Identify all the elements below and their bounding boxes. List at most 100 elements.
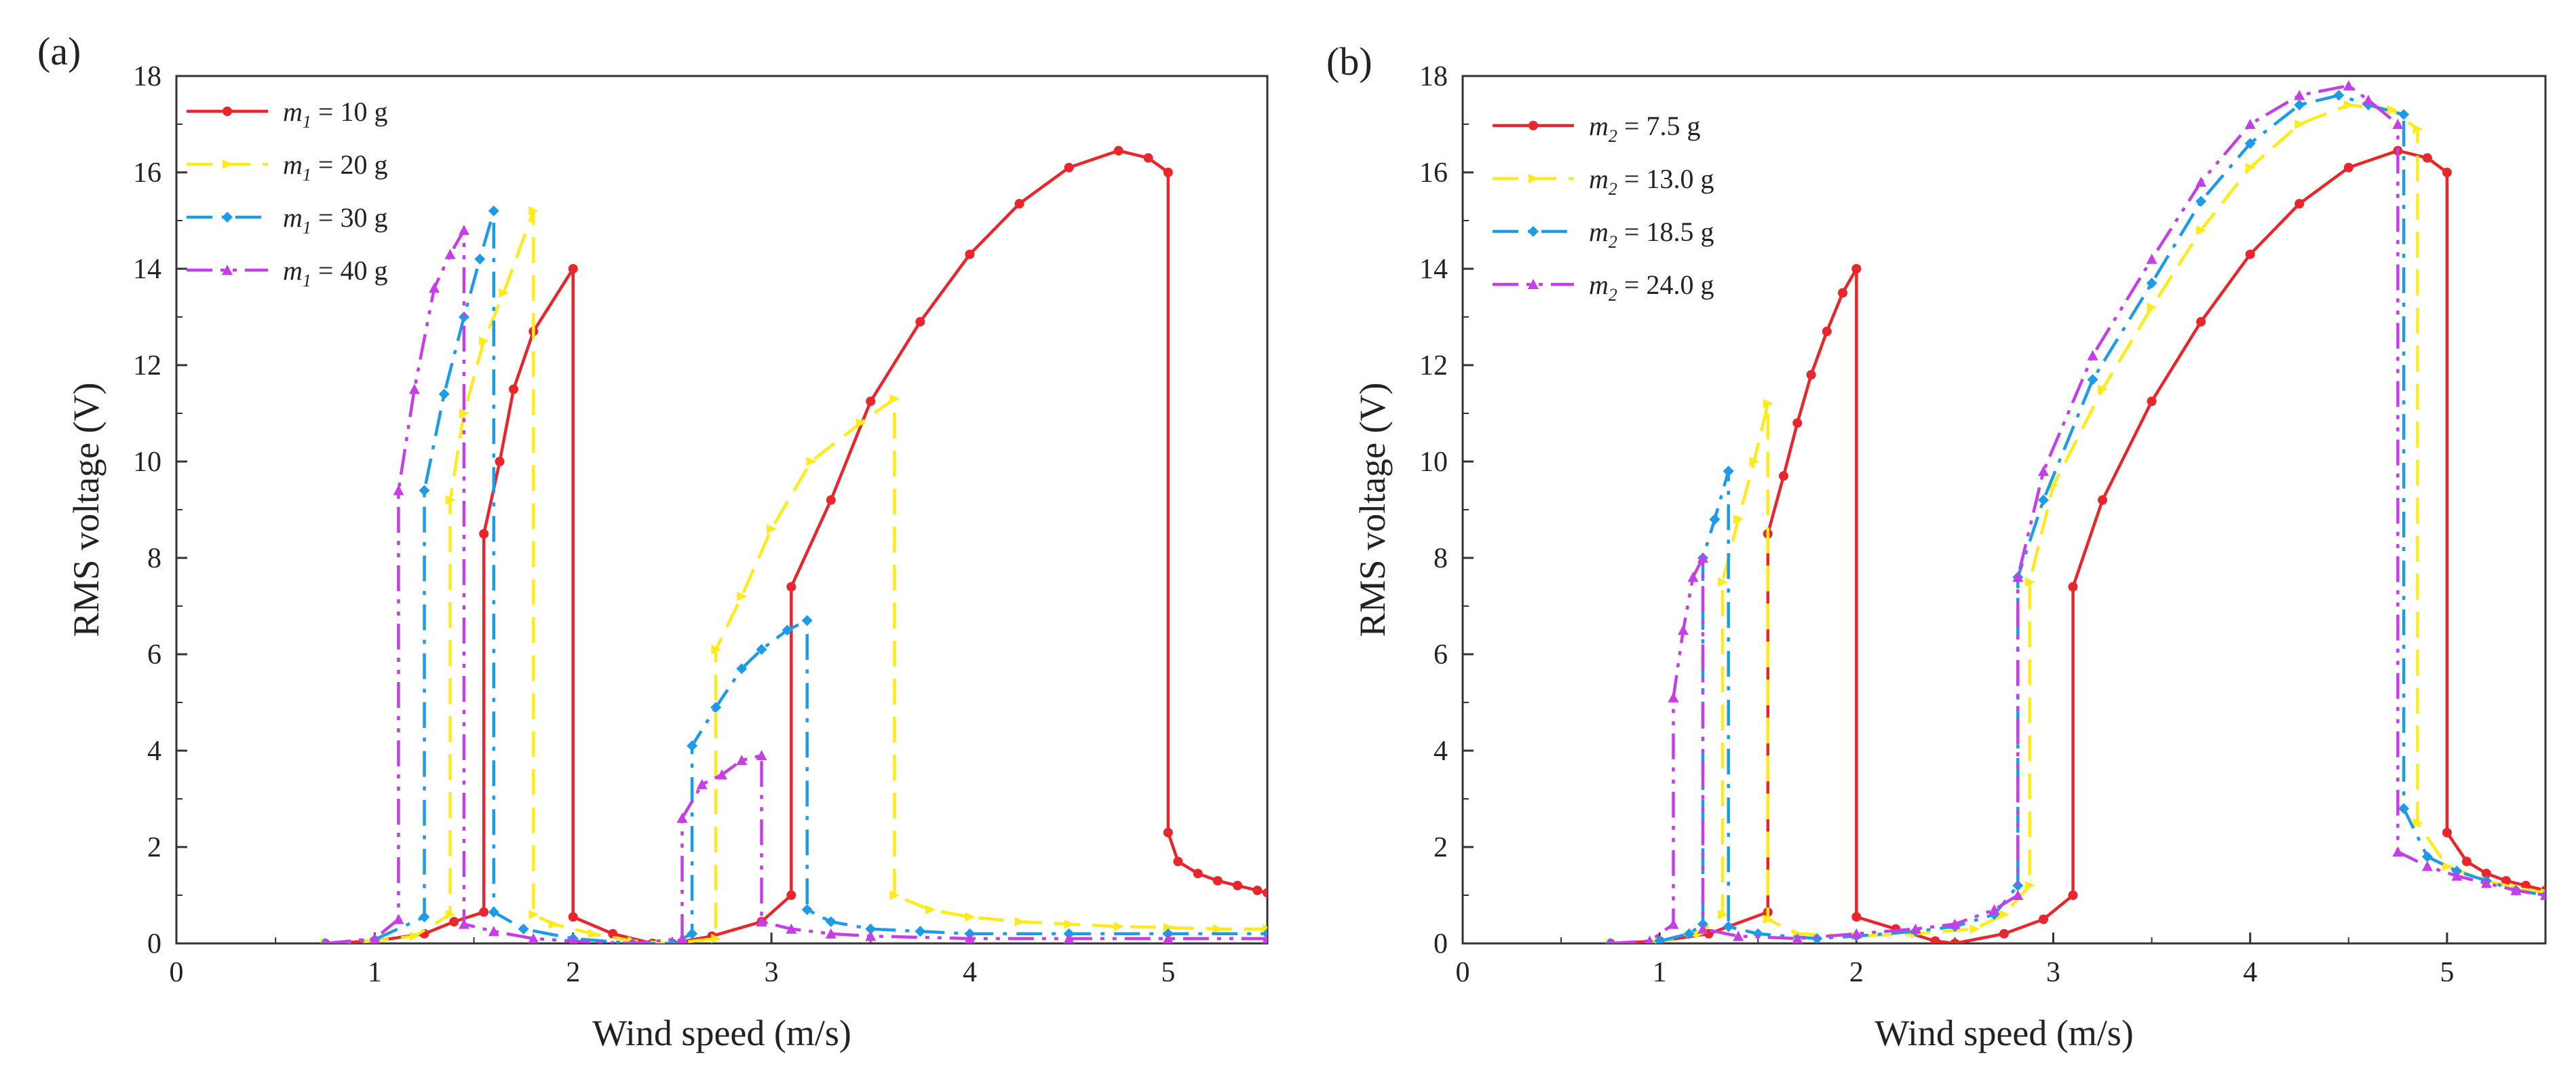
- data-point: [1851, 928, 1862, 939]
- legend-label: m1 = 20 g: [283, 149, 387, 185]
- data-point: [2098, 384, 2109, 394]
- data-point: [568, 912, 578, 922]
- data-point: [925, 905, 936, 915]
- y-tick-label: 18: [1419, 61, 1448, 92]
- data-point: [2196, 317, 2206, 327]
- data-point: [449, 917, 459, 927]
- data-point: [964, 933, 976, 943]
- data-point: [2039, 914, 2049, 924]
- data-point: [2398, 803, 2410, 814]
- series-line: [325, 228, 1267, 943]
- data-point: [2244, 138, 2256, 149]
- data-point: [1950, 939, 1960, 943]
- y-tick-label: 16: [133, 157, 161, 189]
- data-point: [2362, 94, 2374, 105]
- legend-label: m2 = 7.5 g: [1589, 111, 1700, 146]
- data-point: [2147, 302, 2157, 312]
- data-point: [2451, 870, 2463, 881]
- data-point: [696, 778, 708, 789]
- legend-label: m2 = 24.0 g: [1589, 269, 1714, 305]
- legend-label: m2 = 13.0 g: [1589, 164, 1714, 199]
- legend-marker: [223, 159, 233, 169]
- data-point: [2195, 195, 2207, 207]
- data-point: [568, 264, 578, 274]
- y-tick-label: 18: [133, 61, 161, 92]
- data-point: [2412, 124, 2423, 134]
- data-point: [1792, 418, 1803, 428]
- data-point: [1718, 577, 1729, 587]
- data-point: [2442, 168, 2452, 177]
- legend-marker: [222, 212, 233, 223]
- data-point: [528, 933, 539, 943]
- data-point: [458, 918, 469, 929]
- data-point: [736, 755, 748, 766]
- y-tick-label: 2: [147, 832, 161, 863]
- x-tick-label: 4: [2243, 957, 2257, 988]
- data-point: [2480, 878, 2492, 888]
- data-point: [528, 206, 539, 216]
- data-point: [2481, 869, 2491, 879]
- data-point: [1851, 912, 1862, 922]
- series-1: [1605, 146, 2545, 943]
- legend: m2 = 7.5 g m2 = 13.0 g m2 = 18.5 g m2 = 24.…: [1493, 111, 1714, 305]
- data-point: [2087, 350, 2098, 360]
- y-axis-title: RMS voltage (V): [66, 383, 107, 637]
- data-point: [1163, 168, 1173, 177]
- data-point: [1163, 922, 1174, 933]
- data-point: [1723, 921, 1734, 933]
- panel-label: (b): [1326, 39, 1372, 83]
- series-3: [1604, 90, 2545, 943]
- data-point: [1645, 935, 1654, 943]
- data-point: [2146, 278, 2157, 289]
- data-point: [2333, 90, 2345, 101]
- data-point: [2038, 494, 2050, 506]
- data-point: [1733, 931, 1744, 941]
- data-point: [1778, 471, 1788, 481]
- data-point: [2442, 861, 2453, 871]
- x-tick-label: 0: [170, 957, 184, 988]
- data-point: [1263, 888, 1267, 898]
- data-point: [786, 890, 796, 900]
- data-point: [1173, 857, 1183, 867]
- data-point: [1163, 827, 1173, 838]
- data-point: [1143, 153, 1153, 163]
- data-point: [322, 938, 328, 943]
- x-tick-label: 0: [1456, 957, 1470, 988]
- data-point: [1792, 933, 1803, 943]
- series-1: [320, 146, 1267, 943]
- data-point: [1999, 909, 2010, 920]
- data-point: [2245, 249, 2255, 259]
- y-tick-label: 12: [133, 350, 161, 381]
- data-point: [2398, 109, 2410, 120]
- data-point: [474, 253, 486, 265]
- data-point: [630, 938, 636, 943]
- data-point: [419, 911, 430, 922]
- data-point: [687, 740, 698, 751]
- y-tick-label: 2: [1434, 832, 1448, 863]
- data-point: [2196, 225, 2207, 236]
- data-point: [2068, 890, 2078, 900]
- data-point: [2195, 176, 2207, 187]
- legend-label: m1 = 30 g: [283, 202, 387, 238]
- data-point: [2421, 851, 2433, 863]
- data-point: [458, 225, 469, 236]
- data-point: [2244, 119, 2256, 129]
- legend-label: m1 = 40 g: [283, 255, 387, 290]
- data-point: [369, 933, 381, 943]
- x-tick-label: 1: [1653, 957, 1667, 988]
- data-point: [2343, 80, 2354, 91]
- data-point: [710, 702, 722, 713]
- data-point: [569, 935, 577, 943]
- series-line: [325, 209, 1267, 943]
- data-point: [2012, 571, 2024, 582]
- data-point: [2098, 495, 2108, 505]
- data-point: [1806, 370, 1816, 380]
- data-point: [393, 485, 404, 495]
- data-point: [2038, 466, 2050, 476]
- data-point: [756, 916, 767, 927]
- data-point: [1694, 928, 1705, 939]
- data-point: [1252, 885, 1263, 895]
- data-point: [1678, 624, 1689, 635]
- data-point: [1233, 880, 1243, 890]
